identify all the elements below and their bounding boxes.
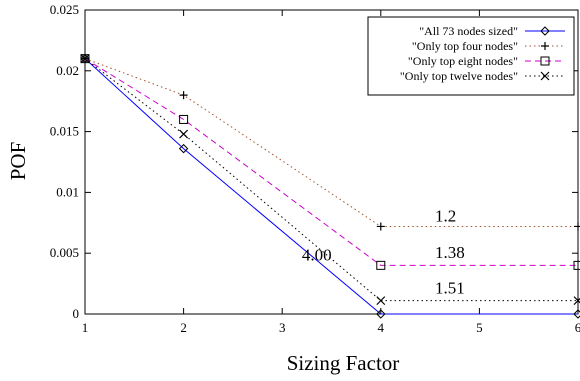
series-0 bbox=[80, 53, 580, 319]
series-2 bbox=[80, 54, 580, 270]
data-point bbox=[179, 114, 189, 124]
data-point bbox=[573, 309, 580, 319]
data-point bbox=[574, 222, 580, 231]
annotation-label: 1.38 bbox=[435, 243, 465, 262]
x-tick-label: 6 bbox=[575, 320, 580, 335]
legend: "All 73 nodes sized""Only top four nodes… bbox=[367, 16, 575, 96]
series-3 bbox=[80, 54, 580, 306]
annotation-label: 1.2 bbox=[435, 207, 456, 226]
data-point bbox=[376, 222, 385, 231]
legend-marker bbox=[540, 56, 550, 66]
series-layer bbox=[80, 53, 580, 319]
y-tick-label: 0.025 bbox=[50, 2, 79, 17]
legend-label: "Only top eight nodes" bbox=[408, 54, 518, 68]
x-tick-label: 1 bbox=[82, 320, 89, 335]
data-point bbox=[573, 296, 580, 306]
data-point bbox=[376, 296, 386, 306]
y-tick-label: 0.015 bbox=[50, 124, 79, 139]
annotation-label: 4.00 bbox=[302, 245, 332, 264]
series-line bbox=[84, 58, 578, 302]
data-point bbox=[179, 129, 189, 139]
legend-marker bbox=[540, 26, 550, 36]
x-tick-label: 2 bbox=[180, 320, 187, 335]
y-tick-label: 0.01 bbox=[56, 184, 79, 199]
data-point bbox=[376, 260, 386, 270]
data-point bbox=[178, 143, 189, 154]
annotation-layer: 4.00 1.2 1.38 1.51 bbox=[302, 207, 465, 298]
legend-label: "Only top twelve nodes" bbox=[400, 69, 518, 83]
legend-box bbox=[367, 16, 575, 96]
x-tick-label: 5 bbox=[476, 320, 483, 335]
data-point bbox=[179, 91, 188, 100]
legend-label: "All 73 nodes sized" bbox=[419, 24, 518, 38]
plot-frame bbox=[84, 9, 579, 315]
x-tick-label: 4 bbox=[378, 320, 385, 335]
legend-label: "Only top four nodes" bbox=[412, 39, 518, 53]
y-axis-label: POF bbox=[6, 142, 30, 181]
legend-marker bbox=[540, 71, 550, 81]
data-point bbox=[573, 260, 580, 270]
data-point bbox=[80, 54, 90, 64]
axes: 1 2 3 4 5 6 0 0.005 0.01 0.015 0.02 0.025 bbox=[50, 2, 580, 335]
data-point bbox=[80, 54, 90, 64]
series-line bbox=[84, 58, 578, 315]
x-tick-label: 3 bbox=[279, 320, 286, 335]
data-point bbox=[376, 309, 386, 319]
y-tick-label: 0 bbox=[73, 306, 80, 321]
x-axis-label: Sizing Factor bbox=[287, 351, 400, 375]
annotation-label: 1.51 bbox=[435, 278, 465, 297]
y-tick-label: 0.005 bbox=[50, 245, 79, 260]
legend-marker bbox=[541, 42, 549, 50]
y-tick-label: 0.02 bbox=[56, 63, 79, 78]
